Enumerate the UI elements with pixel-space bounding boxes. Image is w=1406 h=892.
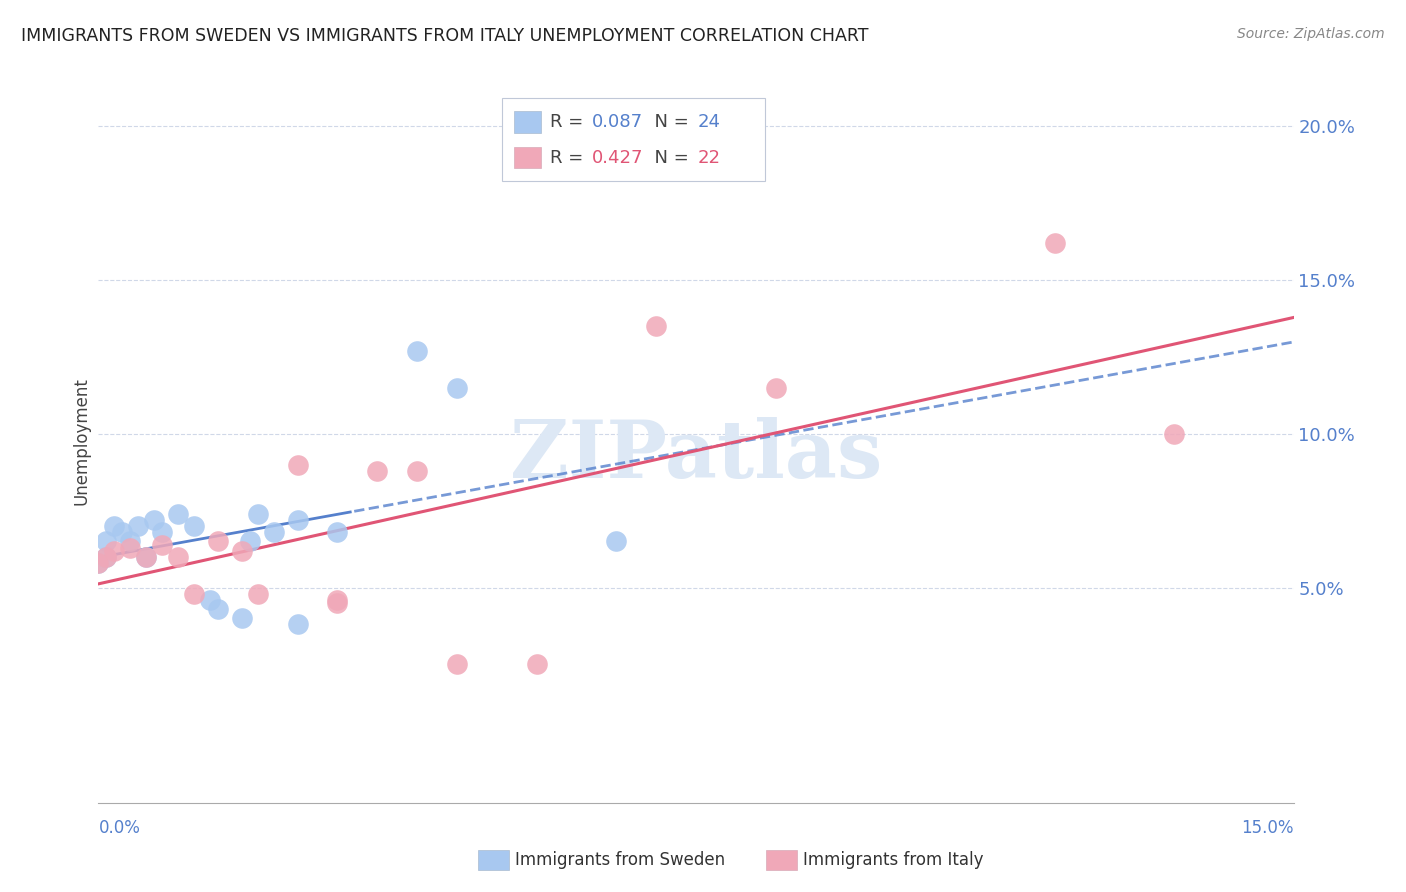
Point: [87, 556, 110, 570]
Point: [287, 458, 309, 472]
Text: N =: N =: [644, 113, 695, 131]
Point: [167, 549, 190, 564]
Point: [231, 611, 253, 625]
Text: Immigrants from Sweden: Immigrants from Sweden: [515, 851, 724, 869]
Point: [135, 549, 157, 564]
Text: 22: 22: [697, 149, 720, 167]
Point: [231, 543, 253, 558]
Point: [150, 525, 173, 540]
Text: R =: R =: [550, 113, 589, 131]
Text: IMMIGRANTS FROM SWEDEN VS IMMIGRANTS FROM ITALY UNEMPLOYMENT CORRELATION CHART: IMMIGRANTS FROM SWEDEN VS IMMIGRANTS FRO…: [21, 27, 869, 45]
Point: [326, 525, 349, 540]
Point: [645, 319, 668, 334]
Point: [446, 657, 468, 672]
Text: ZIPatlas: ZIPatlas: [510, 417, 882, 495]
Point: [246, 587, 269, 601]
Bar: [515, 112, 541, 133]
Point: [207, 534, 229, 549]
Point: [765, 381, 787, 395]
Point: [183, 587, 205, 601]
Point: [246, 507, 269, 521]
Point: [127, 519, 149, 533]
Point: [150, 537, 173, 551]
Point: [96, 549, 118, 564]
Text: 0.0%: 0.0%: [98, 820, 141, 838]
Point: [239, 534, 262, 549]
Point: [287, 617, 309, 632]
Point: [103, 519, 125, 533]
Point: [167, 507, 190, 521]
Text: 15.0%: 15.0%: [1241, 820, 1294, 838]
Point: [96, 549, 118, 564]
Point: [183, 519, 205, 533]
Text: Immigrants from Italy: Immigrants from Italy: [803, 851, 983, 869]
FancyBboxPatch shape: [502, 98, 765, 181]
Point: [326, 593, 349, 607]
Point: [406, 343, 429, 358]
Point: [287, 513, 309, 527]
Point: [96, 534, 118, 549]
Point: [446, 381, 468, 395]
Text: 0.427: 0.427: [592, 149, 644, 167]
Bar: [515, 147, 541, 169]
Point: [120, 534, 142, 549]
Point: [326, 596, 349, 610]
Point: [111, 525, 134, 540]
Text: N =: N =: [644, 149, 695, 167]
Point: [366, 464, 388, 478]
Text: 24: 24: [697, 113, 720, 131]
Point: [87, 556, 110, 570]
Point: [1043, 236, 1066, 251]
Point: [207, 602, 229, 616]
Point: [406, 464, 429, 478]
Point: [263, 525, 285, 540]
Text: Source: ZipAtlas.com: Source: ZipAtlas.com: [1237, 27, 1385, 41]
Point: [605, 534, 627, 549]
Point: [143, 513, 166, 527]
Point: [103, 543, 125, 558]
Y-axis label: Unemployment: Unemployment: [72, 377, 90, 506]
Text: 0.087: 0.087: [592, 113, 643, 131]
Text: R =: R =: [550, 149, 589, 167]
Point: [135, 549, 157, 564]
Point: [198, 593, 221, 607]
Point: [526, 657, 548, 672]
Point: [1163, 426, 1185, 441]
Point: [120, 541, 142, 555]
